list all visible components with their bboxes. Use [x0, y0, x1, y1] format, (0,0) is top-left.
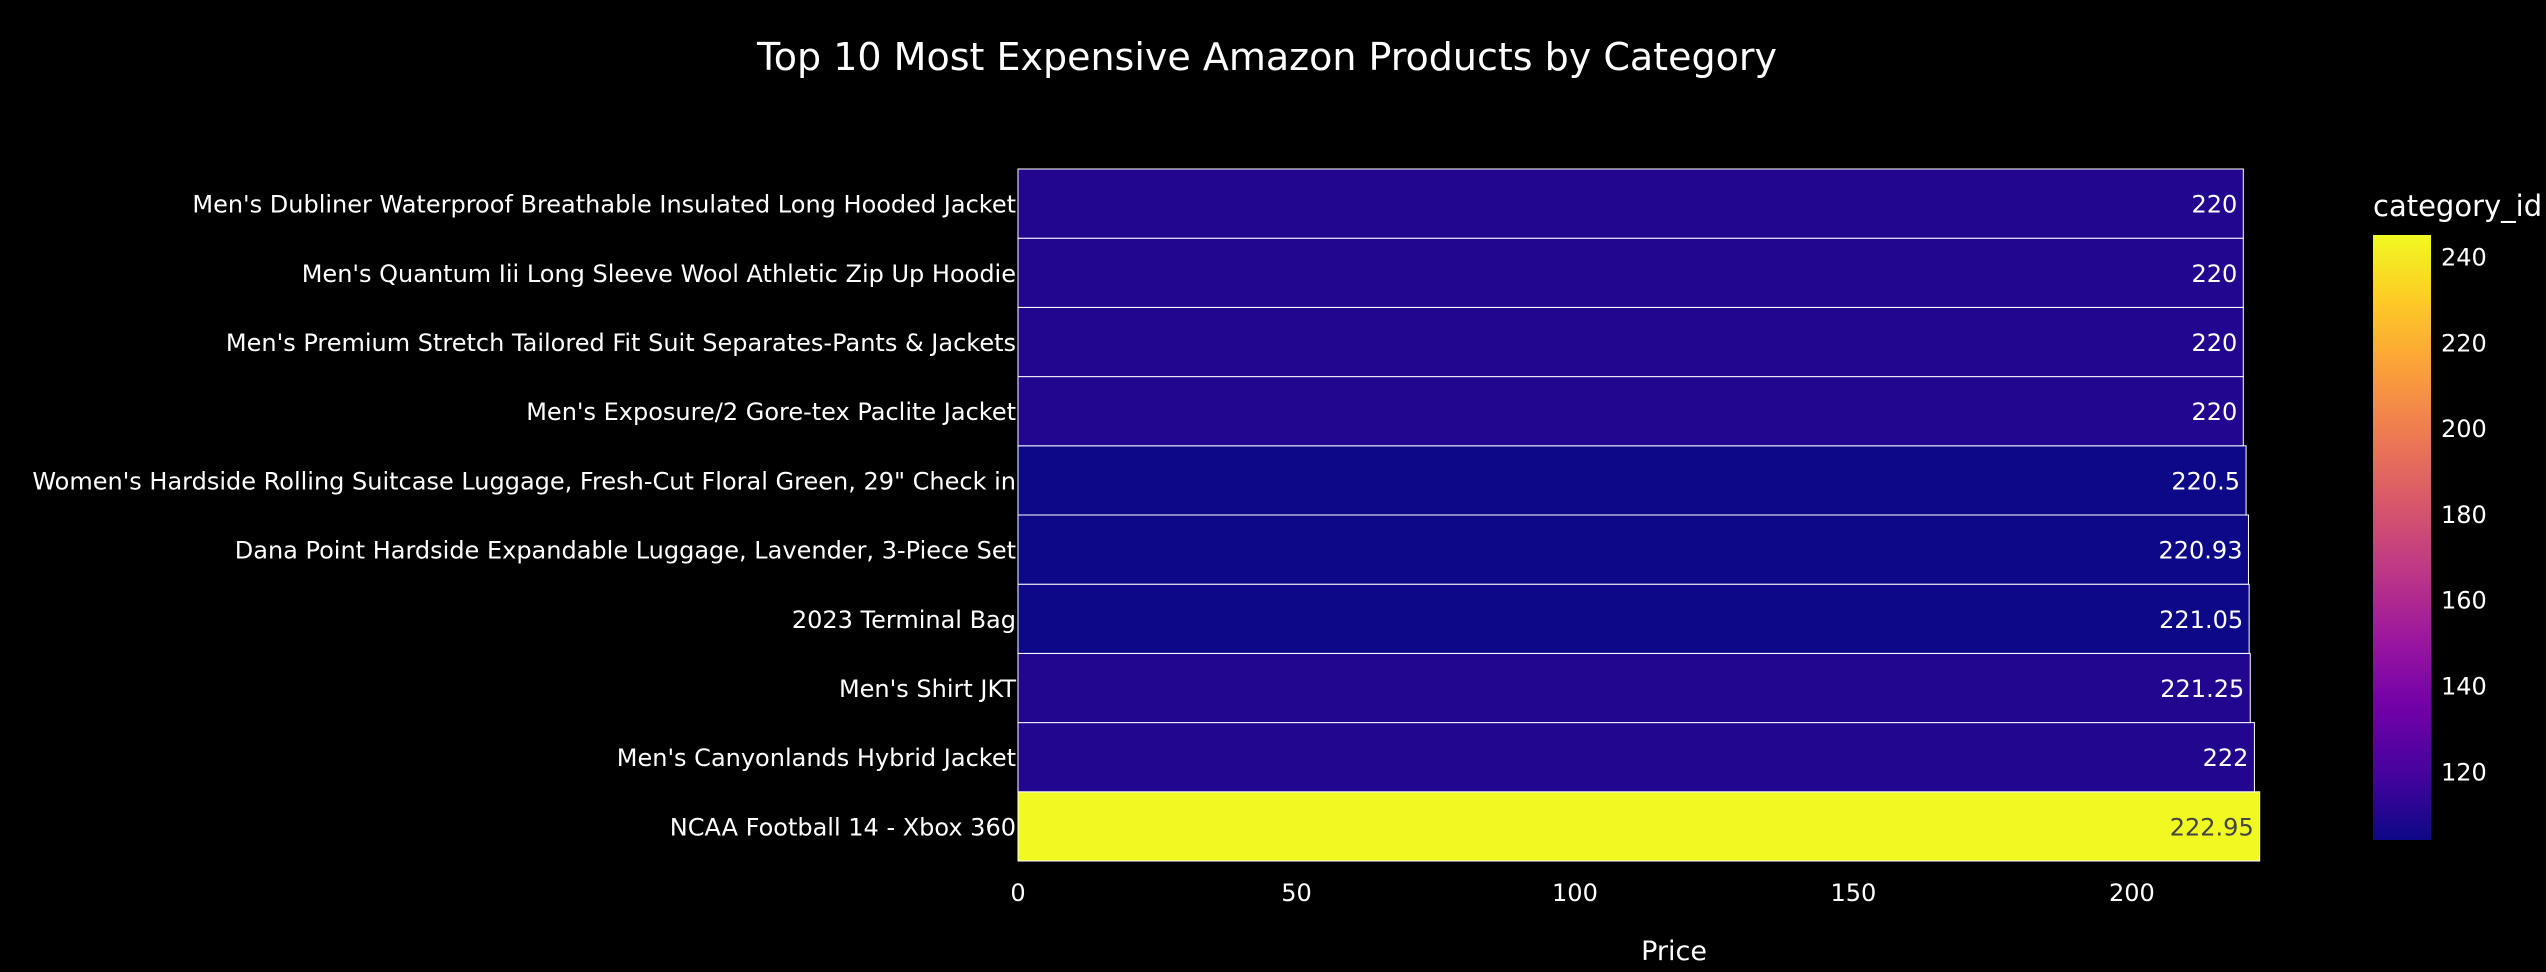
colorbar-tick-label: 240: [2441, 243, 2487, 271]
y-axis-labels: NCAA Football 14 - Xbox 360 Men's Canyonl…: [32, 191, 1016, 842]
colorbar-gradient: [2373, 235, 2431, 840]
x-axis-ticks: 0 50 100 150 200: [1010, 879, 2154, 907]
bar-value-label: 221.25: [2160, 675, 2244, 703]
y-tick-label: NCAA Football 14 - Xbox 360: [670, 813, 1016, 841]
bar[interactable]: [1017, 722, 2255, 793]
colorbar-tick-label: 120: [2441, 758, 2487, 786]
x-axis-title: Price: [1641, 936, 1707, 967]
y-tick-label: 2023 Terminal Bag: [792, 606, 1016, 634]
bar-value-label: 220: [2191, 398, 2237, 426]
bar-value-label: 220.5: [2171, 467, 2240, 495]
bar[interactable]: [1017, 514, 2249, 585]
x-tick-label: 0: [1010, 879, 1025, 907]
bar-value-label: 220: [2191, 191, 2237, 219]
chart-title: Top 10 Most Expensive Amazon Products by…: [756, 35, 1777, 79]
bar[interactable]: [1017, 237, 2244, 308]
bar-value-label: 221.05: [2159, 606, 2243, 634]
colorbar-tick-label: 220: [2441, 329, 2487, 357]
bar[interactable]: [1017, 652, 2251, 724]
bar-value-label: 222.95: [2170, 813, 2254, 841]
bar-value-label: 220.93: [2158, 537, 2242, 565]
bars: 222.95 222 221.25 221.05 220.93 220.5 220 220 22…: [1017, 168, 2261, 862]
bar[interactable]: [1017, 306, 2244, 378]
colorbar: category_id 120 140 160 180 200 220 240: [2373, 189, 2542, 840]
y-tick-label: Men's Exposure/2 Gore-tex Paclite Jacket: [526, 398, 1016, 426]
x-tick-label: 50: [1281, 879, 1312, 907]
y-tick-label: Men's Canyonlands Hybrid Jacket: [617, 744, 1016, 772]
bar-value-label: 220: [2191, 260, 2237, 288]
y-tick-label: Dana Point Hardside Expandable Luggage, …: [235, 537, 1016, 565]
x-tick-label: 150: [1831, 879, 1877, 907]
y-tick-label: Women's Hardside Rolling Suitcase Luggag…: [32, 467, 1016, 495]
bar[interactable]: [1017, 445, 2247, 516]
bar[interactable]: [1017, 168, 2244, 239]
bar[interactable]: [1017, 376, 2244, 447]
colorbar-tick-label: 200: [2441, 415, 2487, 443]
bar[interactable]: [1017, 583, 2250, 654]
bar[interactable]: [1017, 791, 2261, 862]
colorbar-tick-label: 180: [2441, 501, 2487, 529]
y-tick-label: Men's Dubliner Waterproof Breathable Ins…: [192, 191, 1016, 219]
colorbar-title: category_id: [2373, 189, 2542, 223]
colorbar-tick-label: 140: [2441, 673, 2487, 701]
y-tick-label: Men's Shirt JKT: [839, 675, 1016, 703]
y-tick-label: Men's Quantum Iii Long Sleeve Wool Athle…: [302, 260, 1016, 288]
x-tick-label: 100: [1552, 879, 1598, 907]
bar-value-label: 222: [2203, 744, 2249, 772]
bar-value-label: 220: [2191, 329, 2237, 357]
y-tick-label: Men's Premium Stretch Tailored Fit Suit …: [226, 329, 1016, 357]
colorbar-tick-label: 160: [2441, 587, 2487, 615]
x-tick-label: 200: [2109, 879, 2155, 907]
